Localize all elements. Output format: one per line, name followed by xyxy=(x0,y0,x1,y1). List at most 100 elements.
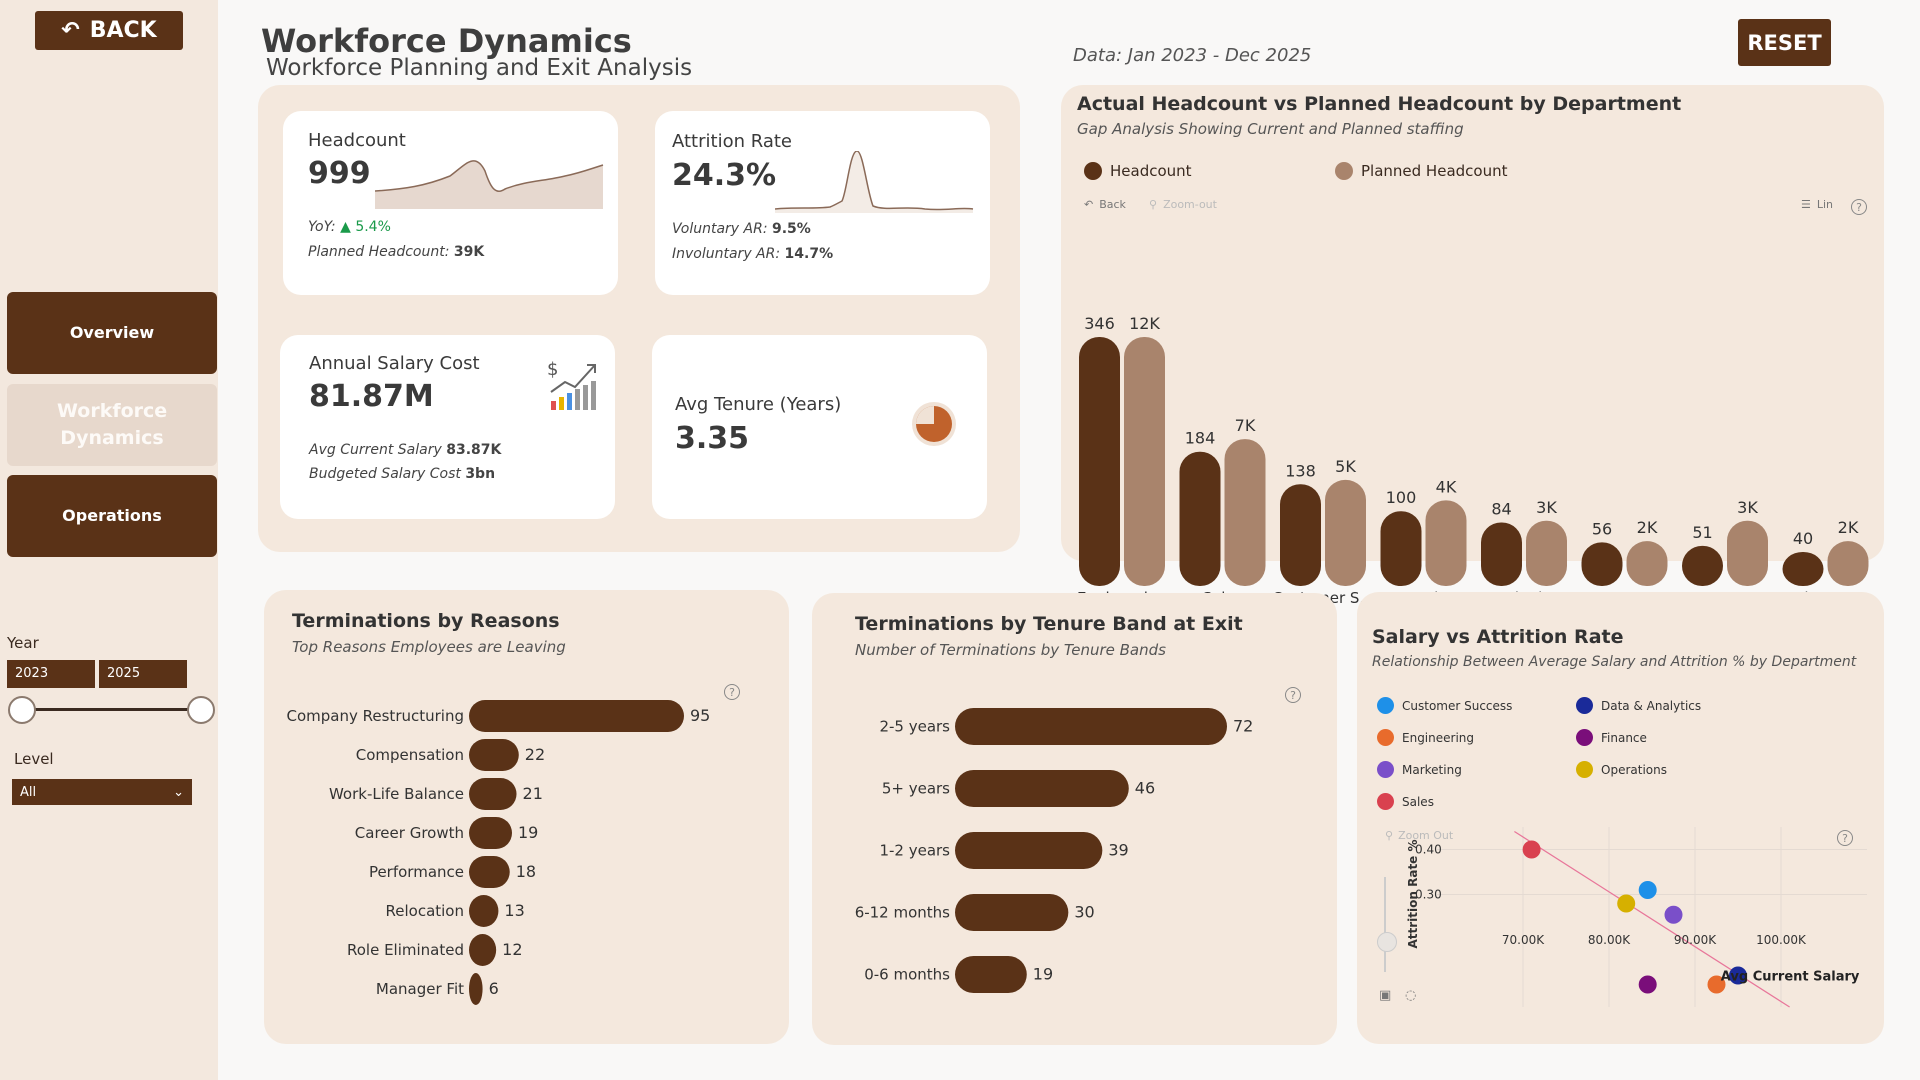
legend-item[interactable]: Marketing xyxy=(1377,761,1462,778)
voluntary-ar-value: 9.5% xyxy=(772,221,811,237)
bar-planned xyxy=(1727,520,1768,586)
legend-item-headcount[interactable]: Headcount xyxy=(1084,162,1192,180)
scatter-zoom-out-label: Zoom Out xyxy=(1398,829,1454,842)
legend-label: Engineering xyxy=(1402,730,1474,745)
legend-item-planned[interactable]: Planned Headcount xyxy=(1335,162,1507,180)
data-label: 22 xyxy=(525,745,545,764)
list-icon: ☰ xyxy=(1801,198,1811,211)
y-axis-label: Attrition Rate % xyxy=(1406,839,1420,948)
nav-operations-button[interactable]: Operations xyxy=(7,475,217,557)
year-slider-end-handle[interactable] xyxy=(187,696,215,724)
linear-scale-toggle[interactable]: ☰ Lin xyxy=(1801,198,1833,211)
reset-button[interactable]: RESET xyxy=(1738,19,1831,66)
up-triangle-icon: ▲ xyxy=(340,219,351,235)
legend-dot-planned xyxy=(1335,162,1353,180)
headcount-chart-panel: Actual Headcount vs Planned Headcount by… xyxy=(1061,85,1884,605)
data-range-label: Data: Jan 2023 - Dec 2025 xyxy=(1073,45,1312,66)
lasso-icon[interactable]: ◌ xyxy=(1405,988,1417,1003)
avg-salary-line: Avg Current Salary 83.87K xyxy=(309,442,501,458)
help-icon[interactable]: ? xyxy=(724,684,740,700)
data-label: 2K xyxy=(1637,518,1658,537)
data-label: 18 xyxy=(516,862,536,881)
scatter-zoom-slider[interactable] xyxy=(1384,877,1386,972)
help-icon[interactable]: ? xyxy=(1837,830,1853,846)
zoom-out-button[interactable]: ⚲ Zoom-out xyxy=(1149,198,1217,211)
bar xyxy=(955,832,1103,869)
data-label: 21 xyxy=(523,784,543,803)
drill-back-button[interactable]: ↶ Back xyxy=(1084,198,1126,211)
budget-salary-line: Budgeted Salary Cost 3bn xyxy=(309,466,495,482)
data-label: 39 xyxy=(1108,841,1128,860)
legend-item[interactable]: Customer Success xyxy=(1377,697,1512,714)
help-icon[interactable]: ? xyxy=(1851,199,1867,215)
legend-item[interactable]: Sales xyxy=(1377,793,1434,810)
category-label: Company Restructuring xyxy=(287,707,464,725)
avg-salary-value: 83.87K xyxy=(446,442,502,458)
data-label: 346 xyxy=(1084,314,1115,333)
level-select[interactable]: All ⌄ xyxy=(12,779,192,805)
data-label: 138 xyxy=(1285,461,1316,480)
nav-overview-button[interactable]: Overview xyxy=(7,292,217,374)
scatter-plot: 70.00K 80.00K 90.00K 100.00K 0.40 0.30Attriti… xyxy=(1406,827,1867,1008)
scatter-zoom-out-button[interactable]: ⚲ Zoom Out xyxy=(1385,829,1453,842)
year-end-input[interactable]: 2025 xyxy=(99,660,187,688)
legend-item[interactable]: Engineering xyxy=(1377,729,1474,746)
legend-item[interactable]: Operations xyxy=(1576,761,1667,778)
category-label: 2-5 years xyxy=(879,718,950,736)
camera-icon[interactable]: ▣ xyxy=(1379,988,1392,1003)
legend-dot xyxy=(1576,761,1593,778)
category-label: 1-2 years xyxy=(879,842,950,860)
headcount-chart-title: Actual Headcount vs Planned Headcount by… xyxy=(1077,93,1682,115)
bar-planned xyxy=(1224,439,1266,586)
scatter-point xyxy=(1729,966,1747,985)
bar xyxy=(469,973,483,1005)
salary-value: 81.87M xyxy=(309,379,434,414)
reasons-chart-panel: Terminations by Reasons Top Reasons Empl… xyxy=(264,590,789,1044)
x-tick-label: 70.00K xyxy=(1502,933,1545,947)
nav-workforce-dynamics-button[interactable]: Workforce Dynamics xyxy=(7,384,217,466)
category-label: 5+ years xyxy=(882,780,950,798)
legend-dot xyxy=(1576,729,1593,746)
year-slider-start-handle[interactable] xyxy=(8,696,36,724)
bar xyxy=(469,934,497,966)
back-button[interactable]: ↶ BACK xyxy=(35,11,183,50)
scatter-point xyxy=(1617,894,1636,913)
involuntary-ar-label: Involuntary AR: xyxy=(672,246,781,262)
data-label: 4K xyxy=(1436,477,1457,496)
bar-planned xyxy=(1526,520,1567,586)
year-start-input[interactable]: 2023 xyxy=(7,660,95,688)
scatter-point xyxy=(1638,881,1657,899)
bar-planned xyxy=(1425,500,1467,586)
scatter-zoom-handle[interactable] xyxy=(1377,932,1397,952)
legend-label: Sales xyxy=(1402,794,1434,809)
legend-planned-label: Planned Headcount xyxy=(1361,162,1508,180)
data-label: 51 xyxy=(1692,523,1712,542)
attrition-value: 24.3% xyxy=(672,158,777,193)
page-subtitle: Workforce Planning and Exit Analysis xyxy=(266,55,693,81)
help-icon[interactable]: ? xyxy=(1285,687,1301,703)
drill-back-label: Back xyxy=(1099,198,1126,211)
legend-dot xyxy=(1377,697,1394,714)
bar xyxy=(955,956,1027,993)
data-label: 3K xyxy=(1737,498,1758,517)
page-title: Workforce Dynamics xyxy=(261,22,632,60)
attrition-label: Attrition Rate xyxy=(672,131,792,152)
year-slider-track[interactable] xyxy=(22,708,202,711)
tenure-bar-chart: 2-5 years 72 5+ years 46 1-2 years 39 6-12 mon… xyxy=(855,708,1253,993)
bar-planned xyxy=(1626,541,1668,586)
data-label: 72 xyxy=(1233,717,1253,736)
data-label: 12 xyxy=(502,940,522,959)
avg-salary-label: Avg Current Salary xyxy=(309,442,442,458)
legend-label: Marketing xyxy=(1402,762,1462,777)
legend-item[interactable]: Data & Analytics xyxy=(1576,697,1701,714)
legend-dot xyxy=(1377,729,1394,746)
bar xyxy=(955,894,1069,931)
legend-item[interactable]: Finance xyxy=(1576,729,1647,746)
bar xyxy=(469,817,512,849)
data-label: 3K xyxy=(1536,498,1557,517)
legend-dot xyxy=(1377,761,1394,778)
salary-card: Annual Salary Cost 81.87M $ Avg Current … xyxy=(280,335,615,519)
undo-arrow-icon: ↶ xyxy=(1084,198,1094,211)
headcount-sparkline xyxy=(375,160,604,209)
undo-arrow-icon: ↶ xyxy=(61,18,80,43)
